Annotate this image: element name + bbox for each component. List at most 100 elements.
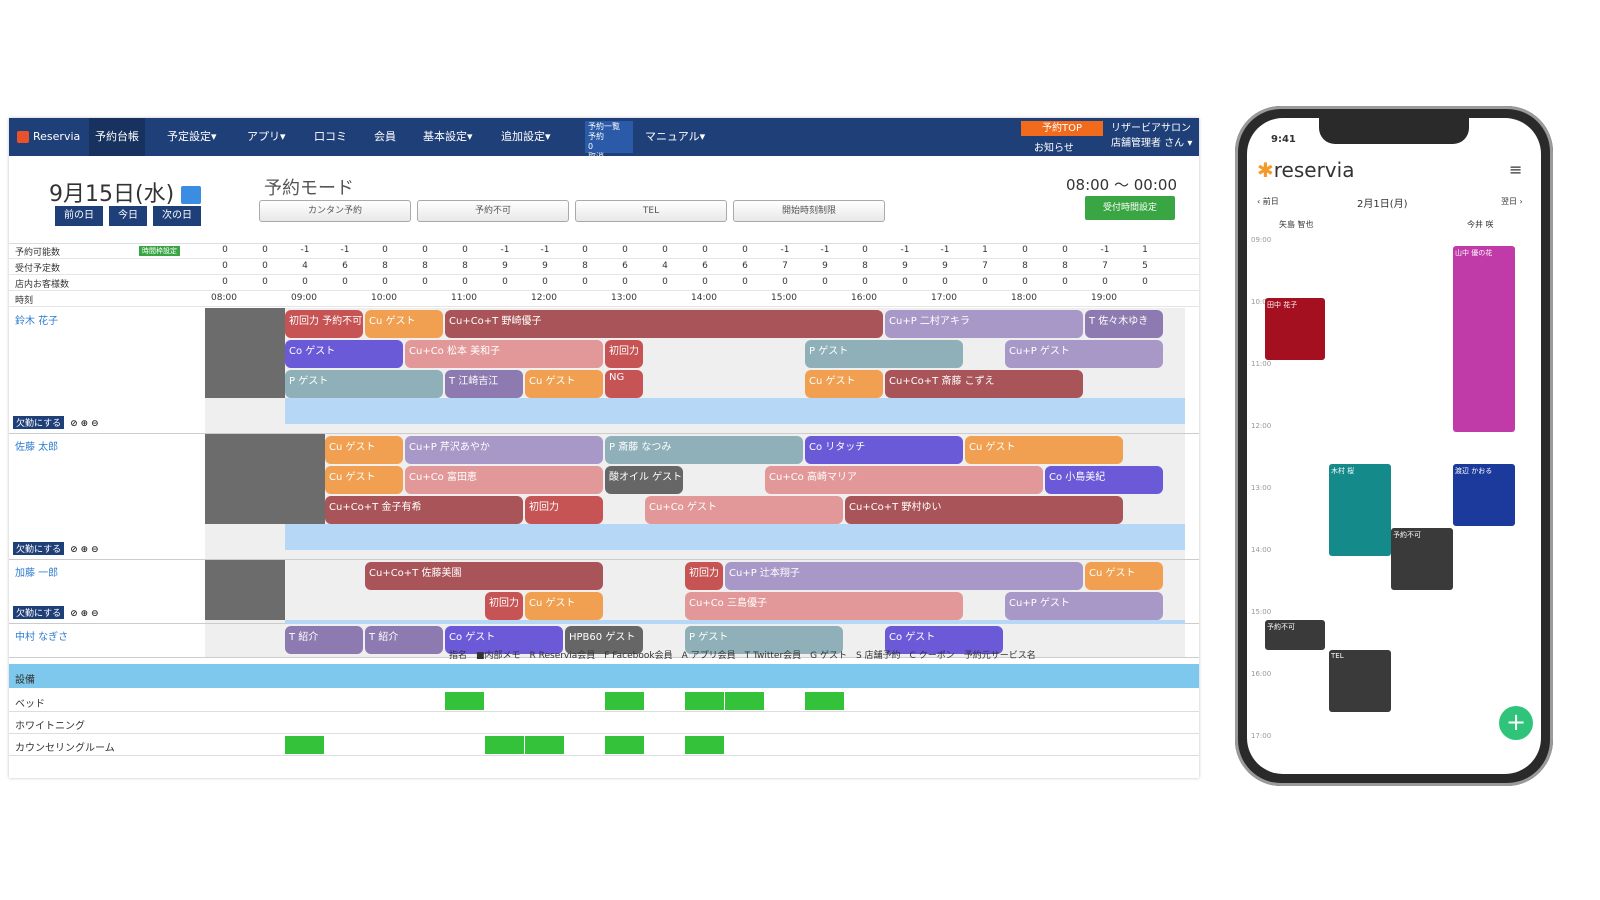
- booking[interactable]: 初回力: [525, 496, 603, 524]
- booking[interactable]: Cu+P ゲスト: [1005, 340, 1163, 368]
- booking[interactable]: 初回力: [485, 592, 523, 620]
- brand-logo[interactable]: Reservia: [17, 118, 80, 156]
- equipment-slot[interactable]: [525, 736, 564, 754]
- booking[interactable]: NG: [605, 370, 643, 398]
- booking[interactable]: 酸オイル ゲスト: [605, 466, 683, 494]
- booking[interactable]: Cu+Co 三島優子: [685, 592, 963, 620]
- unavailable-button[interactable]: 予約不可: [417, 200, 569, 222]
- booking[interactable]: Cu+Co 高崎マリア: [765, 466, 1043, 494]
- phone-event[interactable]: 渡辺 かおる: [1453, 464, 1515, 526]
- booking[interactable]: Cu ゲスト: [525, 370, 603, 398]
- booking[interactable]: Cu+P ゲスト: [1005, 592, 1163, 620]
- booking[interactable]: 初回力 予約不可: [285, 310, 363, 338]
- phone-event[interactable]: TEL: [1329, 650, 1391, 712]
- booking[interactable]: Cu+Co 松本 美和子: [405, 340, 603, 368]
- booking[interactable]: T 紹介: [285, 626, 363, 654]
- time-slot-badge[interactable]: 時間枠設定: [139, 246, 180, 256]
- phone-event[interactable]: 山中 優の花: [1453, 246, 1515, 432]
- booking[interactable]: Cu ゲスト: [805, 370, 883, 398]
- remove-icon[interactable]: ⊖: [90, 545, 99, 555]
- absence-button[interactable]: 欠勤にする: [13, 542, 65, 555]
- booking[interactable]: T 紹介: [365, 626, 443, 654]
- block-icon[interactable]: ⊘: [70, 609, 78, 619]
- nav-extra-settings[interactable]: 追加設定▾: [501, 130, 551, 143]
- nav-members[interactable]: 会員: [374, 130, 396, 143]
- nav-basic-settings[interactable]: 基本設定▾: [423, 130, 473, 143]
- booking[interactable]: P ゲスト: [685, 626, 843, 654]
- nav-schedule[interactable]: 予定設定▾: [167, 130, 217, 143]
- add-icon[interactable]: ⊕: [80, 545, 89, 555]
- today-button[interactable]: 今日: [109, 206, 147, 226]
- equipment-slot[interactable]: [725, 692, 764, 710]
- add-icon[interactable]: ⊕: [80, 609, 89, 619]
- staff-name[interactable]: 鈴木 花子: [15, 316, 59, 327]
- nav-reviews[interactable]: 口コミ: [314, 130, 347, 143]
- equipment-slot[interactable]: [685, 736, 724, 754]
- staff-name[interactable]: 加藤 一郎: [15, 568, 59, 579]
- booking[interactable]: Cu+P 二村アキラ: [885, 310, 1083, 338]
- booking[interactable]: Cu+Co+T 野村ゆい: [845, 496, 1123, 524]
- equipment-slot[interactable]: [805, 692, 844, 710]
- block-icon[interactable]: ⊘: [70, 545, 78, 555]
- booking[interactable]: 初回力: [605, 340, 643, 368]
- booking[interactable]: Cu+Co ゲスト: [645, 496, 843, 524]
- booking[interactable]: Cu ゲスト: [365, 310, 443, 338]
- phone-event[interactable]: 予約不可: [1391, 528, 1453, 590]
- phone-prev-day[interactable]: ‹ 前日: [1257, 197, 1279, 206]
- equipment-slot[interactable]: [445, 692, 484, 710]
- quick-reserve-button[interactable]: カンタン予約: [259, 200, 411, 222]
- next-day-button[interactable]: 次の日: [153, 206, 201, 226]
- booking[interactable]: Cu ゲスト: [1085, 562, 1163, 590]
- calendar-icon[interactable]: [181, 186, 202, 204]
- menu-icon[interactable]: ≡: [1509, 160, 1523, 179]
- nav-manual[interactable]: マニュアル▾: [645, 130, 706, 143]
- booking[interactable]: Cu+Co+T 金子有希: [325, 496, 523, 524]
- booking[interactable]: T 江崎吉江: [445, 370, 523, 398]
- phone-next-day[interactable]: 翌日 ›: [1501, 197, 1523, 206]
- nav-app[interactable]: アプリ▾: [247, 130, 286, 143]
- salon-name[interactable]: リザービアサロン 店舗管理者 さん ▾: [1111, 123, 1193, 149]
- booking[interactable]: P 斎藤 なつみ: [605, 436, 803, 464]
- booking[interactable]: Cu+Co+T 佐藤美園: [365, 562, 603, 590]
- booking[interactable]: Cu+P 辻本翔子: [725, 562, 1083, 590]
- booking[interactable]: Cu+Co 富田恵: [405, 466, 603, 494]
- booking[interactable]: 初回力: [685, 562, 723, 590]
- booking[interactable]: Co 小島美紀: [1045, 466, 1163, 494]
- equipment-slot[interactable]: [605, 736, 644, 754]
- equipment-slot[interactable]: [685, 692, 724, 710]
- prev-day-button[interactable]: 前の日: [55, 206, 103, 226]
- equipment-slot[interactable]: [485, 736, 524, 754]
- phone-event[interactable]: 田中 花子: [1265, 298, 1325, 360]
- booking[interactable]: Co ゲスト: [885, 626, 1003, 654]
- absence-button[interactable]: 欠勤にする: [13, 606, 65, 619]
- booking[interactable]: Cu+P 芹沢あやか: [405, 436, 603, 464]
- notice-link[interactable]: お知らせ: [1034, 143, 1074, 154]
- absence-button[interactable]: 欠勤にする: [13, 416, 65, 429]
- equipment-slot[interactable]: [605, 692, 644, 710]
- phone-event[interactable]: 木村 桜: [1329, 464, 1391, 556]
- reservation-list-box[interactable]: 予約一覧 予約 0 取消 0: [585, 121, 633, 171]
- block-icon[interactable]: ⊘: [70, 419, 78, 429]
- booking[interactable]: P ゲスト: [805, 340, 963, 368]
- remove-icon[interactable]: ⊖: [90, 419, 99, 429]
- tel-button[interactable]: TEL: [575, 200, 727, 222]
- nav-reservation-book[interactable]: 予約台帳: [89, 118, 145, 156]
- staff-name[interactable]: 佐藤 太郎: [15, 442, 59, 453]
- phone-date[interactable]: 2月1日(月): [1357, 199, 1408, 210]
- remove-icon[interactable]: ⊖: [90, 609, 99, 619]
- start-limit-button[interactable]: 開始時刻制限: [733, 200, 885, 222]
- booking[interactable]: HPB60 ゲスト: [565, 626, 643, 654]
- booking[interactable]: P ゲスト: [285, 370, 443, 398]
- staff-name[interactable]: 中村 なぎさ: [15, 632, 69, 643]
- equipment-slot[interactable]: [285, 736, 324, 754]
- booking[interactable]: Cu+Co+T 斎藤 こずえ: [885, 370, 1083, 398]
- booking[interactable]: Cu ゲスト: [325, 466, 403, 494]
- booking[interactable]: Co ゲスト: [445, 626, 563, 654]
- reservation-top-button[interactable]: 予約TOP: [1021, 121, 1103, 136]
- booking[interactable]: Cu ゲスト: [525, 592, 603, 620]
- booking[interactable]: Cu ゲスト: [325, 436, 403, 464]
- phone-event[interactable]: 予約不可: [1265, 620, 1325, 650]
- booking[interactable]: Cu+Co+T 野崎優子: [445, 310, 883, 338]
- booking[interactable]: Co リタッチ: [805, 436, 963, 464]
- booking[interactable]: T 佐々木ゆき: [1085, 310, 1163, 338]
